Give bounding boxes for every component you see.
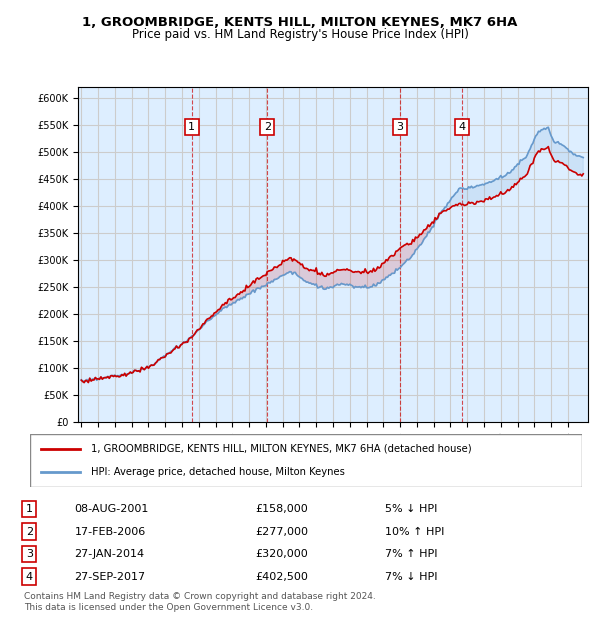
- Text: £277,000: £277,000: [255, 526, 308, 536]
- Text: 3: 3: [397, 122, 404, 132]
- Text: £158,000: £158,000: [255, 504, 308, 514]
- Text: 17-FEB-2006: 17-FEB-2006: [74, 526, 146, 536]
- Text: £320,000: £320,000: [255, 549, 308, 559]
- Text: 10% ↑ HPI: 10% ↑ HPI: [385, 526, 444, 536]
- Text: This data is licensed under the Open Government Licence v3.0.: This data is licensed under the Open Gov…: [24, 603, 313, 612]
- Text: 4: 4: [26, 572, 33, 582]
- Text: 1: 1: [188, 122, 195, 132]
- Text: 27-JAN-2014: 27-JAN-2014: [74, 549, 145, 559]
- Text: 27-SEP-2017: 27-SEP-2017: [74, 572, 146, 582]
- Text: HPI: Average price, detached house, Milton Keynes: HPI: Average price, detached house, Milt…: [91, 467, 344, 477]
- Text: 7% ↓ HPI: 7% ↓ HPI: [385, 572, 437, 582]
- Text: 08-AUG-2001: 08-AUG-2001: [74, 504, 149, 514]
- Text: 1: 1: [26, 504, 33, 514]
- Text: £402,500: £402,500: [255, 572, 308, 582]
- Text: 2: 2: [264, 122, 271, 132]
- Text: Price paid vs. HM Land Registry's House Price Index (HPI): Price paid vs. HM Land Registry's House …: [131, 28, 469, 41]
- Text: 3: 3: [26, 549, 33, 559]
- Text: 5% ↓ HPI: 5% ↓ HPI: [385, 504, 437, 514]
- Text: 4: 4: [458, 122, 465, 132]
- Text: Contains HM Land Registry data © Crown copyright and database right 2024.: Contains HM Land Registry data © Crown c…: [24, 592, 376, 601]
- Text: 7% ↑ HPI: 7% ↑ HPI: [385, 549, 437, 559]
- FancyBboxPatch shape: [30, 434, 582, 487]
- Text: 1, GROOMBRIDGE, KENTS HILL, MILTON KEYNES, MK7 6HA: 1, GROOMBRIDGE, KENTS HILL, MILTON KEYNE…: [82, 16, 518, 29]
- Text: 1, GROOMBRIDGE, KENTS HILL, MILTON KEYNES, MK7 6HA (detached house): 1, GROOMBRIDGE, KENTS HILL, MILTON KEYNE…: [91, 444, 472, 454]
- Text: 2: 2: [26, 526, 33, 536]
